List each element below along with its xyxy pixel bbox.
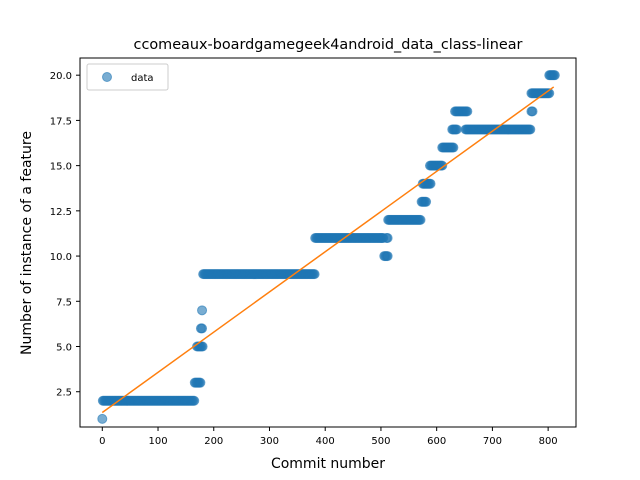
y-tick-label: 15.0 — [50, 162, 72, 173]
data-point — [97, 413, 108, 424]
x-tick-label: 300 — [260, 436, 279, 447]
legend: data — [86, 63, 169, 91]
y-tick-label: 17.5 — [50, 116, 72, 127]
data-point — [197, 323, 208, 334]
y-tick-label: 12.5 — [50, 207, 72, 218]
y-tick-label: 10.0 — [50, 252, 72, 263]
data-point — [382, 232, 393, 243]
data-point — [448, 142, 459, 153]
data-point — [382, 251, 393, 262]
y-axis-label: Number of instance of a feature — [19, 131, 35, 355]
legend-marker-data — [102, 72, 112, 82]
x-tick-label: 500 — [371, 436, 390, 447]
chart-title: ccomeaux-boardgamegeek4android_data_clas… — [134, 37, 523, 53]
data-point — [197, 305, 208, 316]
data-point — [527, 106, 538, 117]
data-point — [425, 178, 436, 189]
x-tick-label: 0 — [99, 436, 105, 447]
data-point — [462, 106, 473, 117]
data-point — [189, 395, 200, 406]
data-point — [451, 124, 462, 135]
plot-area — [97, 70, 560, 424]
data-point — [549, 70, 560, 81]
x-axis: 0 100 200 300 400 500 600 700 800 — [99, 427, 558, 447]
data-point — [197, 341, 208, 352]
x-tick-label: 100 — [148, 436, 167, 447]
legend-box — [86, 63, 169, 91]
data-point — [415, 214, 426, 225]
y-tick-label: 5.0 — [56, 343, 72, 354]
data-point — [437, 160, 448, 171]
x-tick-label: 800 — [539, 436, 558, 447]
axes-frame — [79, 57, 577, 428]
y-tick-label: 20.0 — [50, 71, 72, 82]
data-point — [421, 196, 432, 207]
data-point — [309, 269, 320, 280]
x-tick-label: 200 — [204, 436, 223, 447]
y-tick-label: 2.5 — [56, 388, 72, 399]
x-tick-label: 600 — [427, 436, 446, 447]
x-tick-label: 700 — [483, 436, 502, 447]
x-axis-label: Commit number — [271, 456, 385, 472]
y-tick-label: 7.5 — [56, 297, 72, 308]
x-tick-label: 400 — [316, 436, 335, 447]
y-axis: 2.5 5.0 7.5 10.0 12.5 15.0 17.5 20.0 — [50, 71, 80, 399]
data-point — [525, 124, 536, 135]
fit-line — [101, 86, 555, 414]
legend-label-data: data — [131, 73, 154, 84]
data-point — [195, 377, 206, 388]
